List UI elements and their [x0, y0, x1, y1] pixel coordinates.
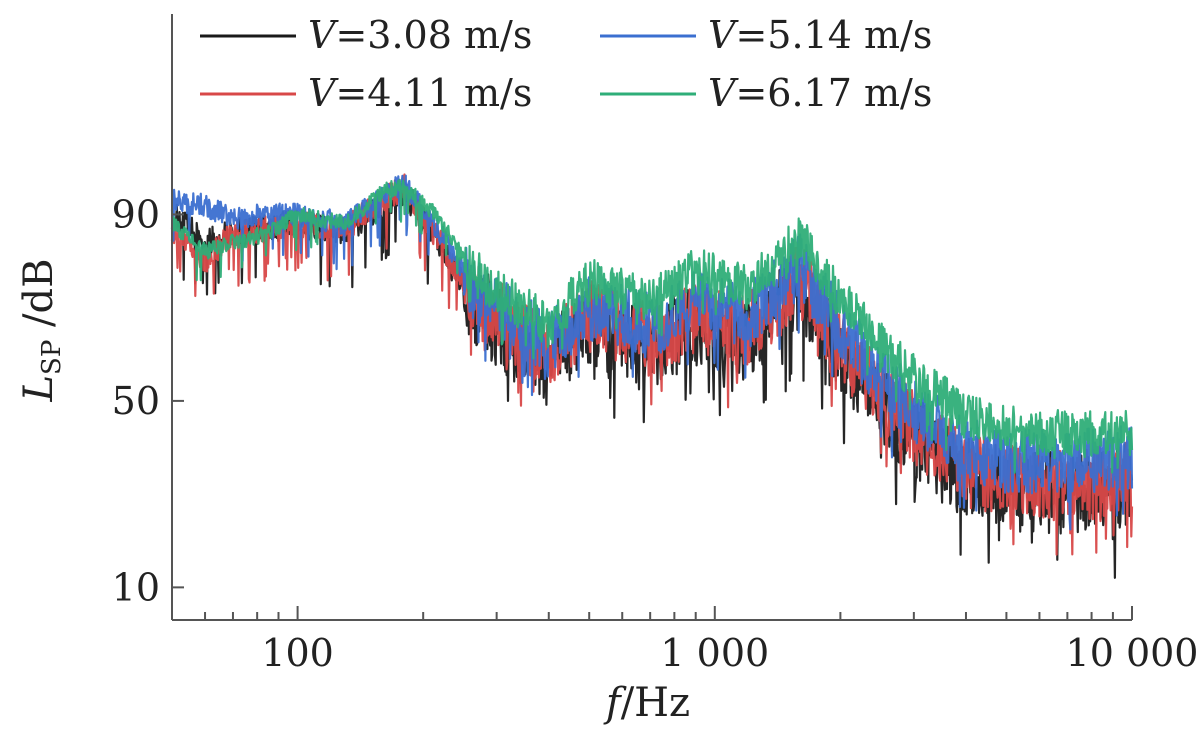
- ticks-layer: 100 1 000 10 000 10 50 90: [112, 192, 1199, 675]
- legend-value: =5.14 m/s: [735, 13, 932, 57]
- legend-label: V=4.11 m/s: [308, 71, 532, 115]
- y-tick-label: 50: [112, 379, 160, 423]
- legend-symbol: V: [308, 13, 339, 57]
- y-axis-subscript: SP: [37, 340, 67, 375]
- legend-label: V=6.17 m/s: [708, 71, 932, 115]
- y-tick-label: 10: [112, 565, 160, 609]
- x-tick-label: 1 000: [660, 631, 769, 675]
- legend-value: =4.11 m/s: [335, 71, 532, 115]
- legend-value: =6.17 m/s: [735, 71, 932, 115]
- y-axis-label: LSP /dB: [16, 258, 67, 402]
- legend-label: V=3.08 m/s: [308, 13, 532, 57]
- legend-entry-3: V=5.14 m/s: [600, 13, 932, 57]
- legend-symbol: V: [708, 13, 739, 57]
- x-tick-label: 10 000: [1066, 631, 1199, 675]
- y-axis-symbol: L: [16, 375, 62, 403]
- legend-entry-4: V=6.17 m/s: [600, 71, 932, 115]
- legend-symbol: V: [708, 71, 739, 115]
- series-layer: [170, 173, 1134, 579]
- x-axis-label: f/Hz: [603, 680, 690, 726]
- legend-label: V=5.14 m/s: [708, 13, 932, 57]
- legend-value: =3.08 m/s: [335, 13, 532, 57]
- y-tick-label: 90: [112, 192, 160, 236]
- x-axis-unit: /Hz: [621, 680, 690, 726]
- legend-entry-2: V=4.11 m/s: [200, 71, 532, 115]
- axes-layer: [171, 14, 1132, 621]
- series-line-4: [171, 178, 1134, 474]
- legend-symbol: V: [308, 71, 339, 115]
- y-axis-unit: /dB: [16, 258, 62, 339]
- legend-entry-1: V=3.08 m/s: [200, 13, 532, 57]
- x-tick-label: 100: [261, 631, 334, 675]
- legend: V=3.08 m/sV=4.11 m/sV=5.14 m/sV=6.17 m/s: [200, 13, 932, 115]
